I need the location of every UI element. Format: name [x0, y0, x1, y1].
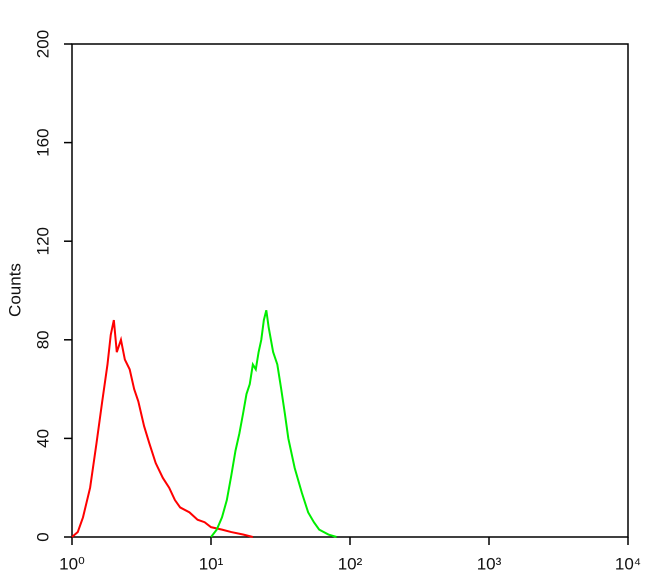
y-tick-label: 120	[33, 227, 52, 255]
histogram-line	[210, 309, 337, 538]
x-tick-label: 10²	[338, 554, 363, 573]
y-tick-label: 0	[33, 532, 52, 541]
y-tick-label: 200	[33, 30, 52, 58]
histogram-line	[71, 319, 254, 538]
x-tick-label: 10⁰	[59, 554, 85, 573]
x-tick-label: 10³	[477, 554, 502, 573]
y-axis-label: Counts	[5, 263, 24, 317]
x-tick-label: 10⁴	[615, 554, 641, 573]
y-tick-label: 160	[33, 128, 52, 156]
y-tick-label: 40	[33, 429, 52, 448]
x-tick-label: 10¹	[199, 554, 224, 573]
y-tick-label: 80	[33, 330, 52, 349]
